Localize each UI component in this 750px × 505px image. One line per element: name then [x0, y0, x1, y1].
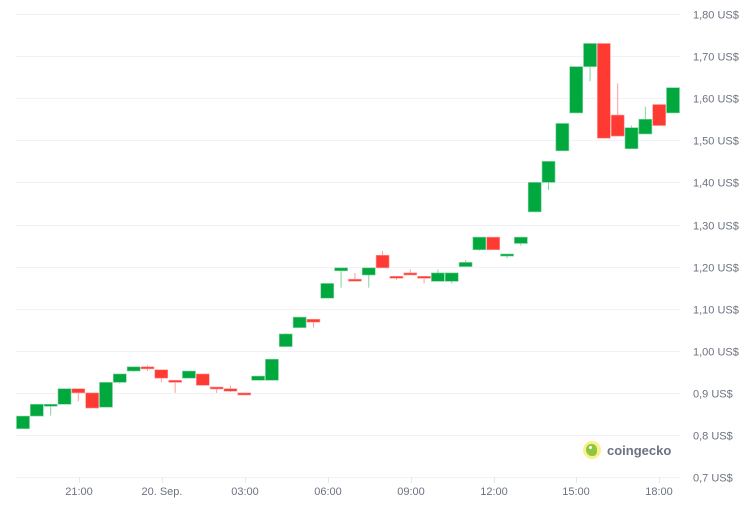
candle-up [251, 375, 265, 381]
candle-up [500, 253, 514, 259]
candle-down [168, 379, 182, 393]
candle-up [16, 415, 30, 429]
candle-down [348, 272, 362, 282]
candle-up [666, 87, 680, 114]
candle-down [389, 275, 404, 281]
y-tick-label: 1,80 US$ [693, 10, 739, 22]
candle-up [555, 123, 570, 152]
y-tick-label: 0,9 US$ [693, 389, 733, 401]
candle-down [652, 104, 666, 126]
candle-down [71, 388, 86, 402]
candle-down [154, 369, 169, 383]
candle-up [292, 316, 307, 328]
candle-up [43, 403, 58, 416]
y-tick-label: 1,30 US$ [693, 221, 739, 233]
candle-up [334, 267, 348, 288]
candle-down [209, 386, 224, 393]
candle-up [57, 388, 72, 405]
candle-up [126, 366, 141, 372]
x-tick-label: 09:00 [397, 486, 425, 498]
coingecko-watermark: coingecko [583, 441, 671, 459]
candle-up [638, 106, 653, 135]
y-tick-label: 1,60 US$ [693, 94, 739, 106]
candle-up [624, 125, 639, 150]
y-tick-label: 1,10 US$ [693, 305, 739, 317]
candle-down [486, 236, 501, 251]
x-tick-label: 15:00 [562, 486, 590, 498]
y-tick-label: 1,40 US$ [693, 178, 739, 190]
x-tick-label: 20. Sep. [142, 486, 183, 498]
candles [16, 43, 680, 429]
x-axis-labels: 21:00 20. Sep. 03:00 06:00 09:00 12:00 15:00 18… [65, 477, 673, 498]
candle-down [597, 43, 611, 139]
candle-up [541, 161, 556, 190]
x-tick-label: 21:00 [65, 486, 93, 498]
candle-up [99, 382, 113, 408]
candle-down [223, 385, 238, 393]
y-tick-label: 1,20 US$ [693, 263, 739, 275]
candle-up [569, 66, 584, 114]
brand-name: coingecko [607, 442, 672, 458]
candle-up [458, 260, 473, 267]
candle-up [472, 236, 487, 251]
candle-up [361, 267, 376, 288]
candle-down [237, 392, 252, 396]
y-tick-label: 0,8 US$ [693, 431, 733, 443]
candle-down [375, 251, 390, 269]
y-tick-label: 1,00 US$ [693, 347, 739, 359]
candle-up [527, 182, 542, 213]
x-tick-label: 06:00 [314, 486, 342, 498]
candle-down [195, 373, 210, 386]
candle-down [610, 83, 625, 137]
candle-up [278, 333, 293, 347]
candle-up [182, 370, 196, 379]
y-axis-labels: 1,80 US$ 1,70 US$ 1,60 US$ 1,50 US$ 1,40 US$… [693, 10, 739, 485]
candle-down [140, 365, 155, 372]
candle-up [444, 272, 459, 284]
candle-down [85, 392, 99, 409]
x-tick-label: 03:00 [231, 486, 259, 498]
gecko-logo-icon [583, 441, 601, 459]
x-tick-label: 12:00 [480, 486, 508, 498]
y-tick-label: 1,50 US$ [693, 136, 739, 148]
candle-up [30, 403, 44, 417]
candle-up [514, 236, 528, 246]
candle-down [417, 275, 431, 284]
candle-up [431, 269, 445, 282]
candle-up [113, 373, 127, 384]
candle-up [265, 358, 279, 381]
grid-lines [16, 14, 680, 478]
y-tick-label: 0,7 US$ [693, 473, 733, 485]
candle-down [306, 318, 321, 328]
x-tick-label: 18:00 [645, 486, 673, 498]
candle-up [583, 43, 597, 82]
candle-up [320, 283, 335, 299]
candle-down [403, 269, 418, 276]
y-tick-label: 1,70 US$ [693, 52, 739, 64]
